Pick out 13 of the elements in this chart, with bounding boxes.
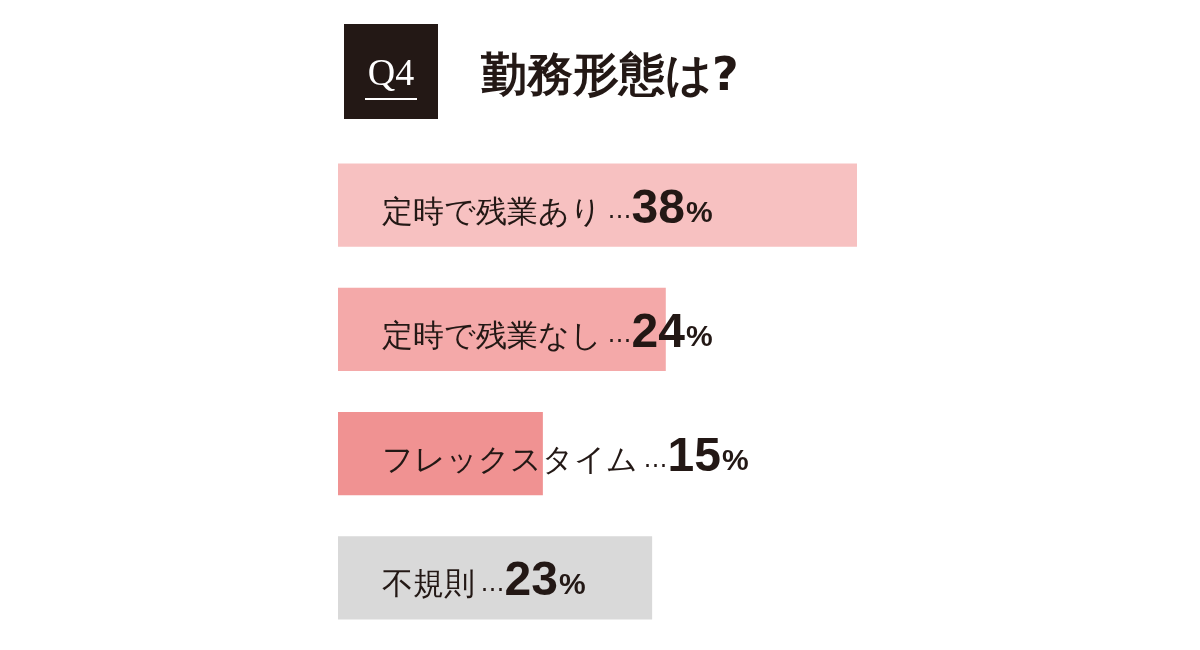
bar xyxy=(338,412,543,496)
data-label: …24% xyxy=(607,303,713,357)
bar xyxy=(338,163,857,247)
badge: Q4 xyxy=(344,24,438,119)
data-label: …38% xyxy=(607,179,713,233)
y-tick-label: 不規則 xyxy=(382,565,475,602)
data-label: …23% xyxy=(480,552,586,606)
data-label: …15% xyxy=(643,428,749,482)
chart-title: 勤務形態は? xyxy=(480,47,739,101)
bar xyxy=(338,536,653,620)
y-tick-label: 定時で残業なし xyxy=(382,316,602,353)
y-tick-label: フレックスタイム xyxy=(382,441,638,478)
y-tick-label: 定時で残業あり xyxy=(382,192,602,229)
